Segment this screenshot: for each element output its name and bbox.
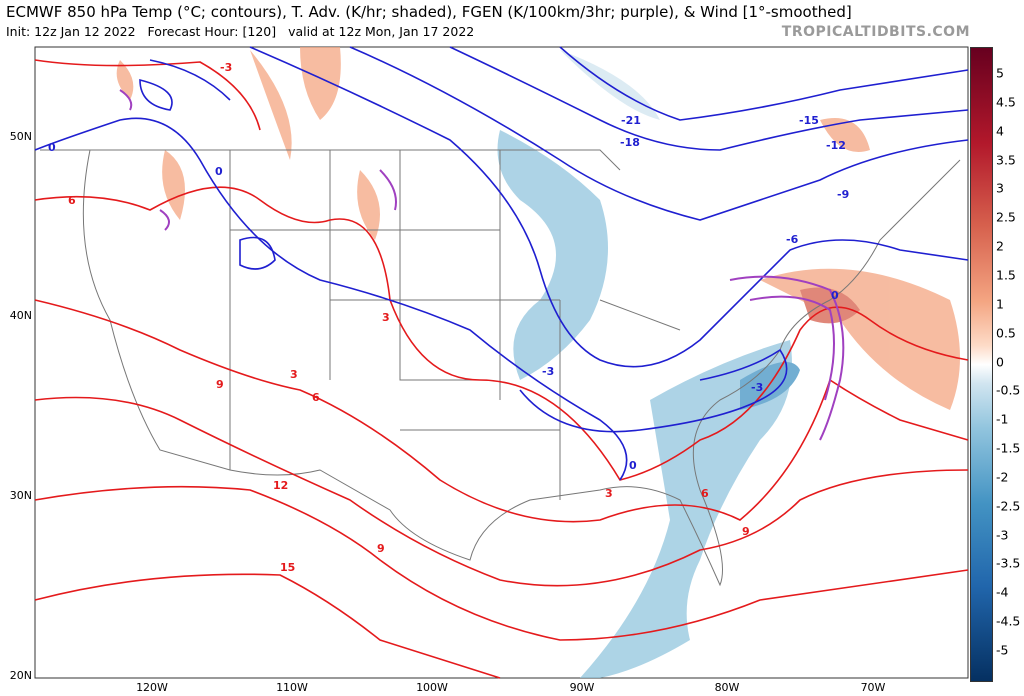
contour-label: -3 — [751, 381, 763, 394]
contour-label: -18 — [620, 136, 640, 149]
lat-label: 30N — [10, 489, 32, 502]
colorbar-tick: 2 — [996, 238, 1004, 254]
valid-time: valid at 12z Mon, Jan 17 2022 — [288, 24, 475, 39]
contour-label: -3 — [220, 61, 232, 74]
contour-labels: -3 0 0 6 -21 -18 -15 -12 -9 -6 3 3 -3 -3… — [48, 61, 849, 574]
title: ECMWF 850 hPa Temp (°C; contours), T. Ad… — [6, 3, 852, 21]
contour-label: -21 — [621, 114, 641, 127]
colorbar-tick: -2.5 — [996, 498, 1021, 514]
lon-labels: 120W 110W 100W 90W 80W 70W — [136, 681, 885, 694]
contour-label: 3 — [290, 368, 298, 381]
contour-label: -15 — [799, 114, 819, 127]
colorbar-tick: -3.5 — [996, 555, 1021, 571]
contour-label: 3 — [382, 311, 390, 324]
lat-label: 40N — [10, 309, 32, 322]
temp-contours-warm — [34, 59, 969, 679]
lon-label: 70W — [861, 681, 886, 694]
contour-label: -6 — [786, 233, 799, 246]
lat-label: 50N — [10, 130, 32, 143]
colorbar-tick: -5 — [996, 642, 1009, 658]
temp-contours-cold — [34, 46, 969, 481]
lon-label: 80W — [715, 681, 740, 694]
contour-label: 9 — [216, 378, 224, 391]
credit: TROPICALTIDBITS.COM — [781, 24, 970, 40]
contour-label: 6 — [312, 391, 320, 404]
lon-label: 100W — [416, 681, 448, 694]
contour-label: 0 — [215, 165, 223, 178]
colorbar-tick: -2 — [996, 469, 1009, 485]
colorbar-tick: -4.5 — [996, 613, 1021, 629]
init: Init: 12z Jan 12 2022 — [6, 24, 136, 39]
subtitle: Init: 12z Jan 12 2022 Forecast Hour: [120… — [6, 24, 486, 39]
contour-label: -3 — [542, 365, 554, 378]
colorbar-tick: 4.5 — [996, 94, 1016, 110]
contour-label: 6 — [68, 194, 76, 207]
colorbar-tick: 0 — [996, 354, 1004, 369]
contour-label: -12 — [826, 139, 846, 152]
colorbar-tick: 1.5 — [996, 267, 1016, 283]
fgen-contours — [119, 89, 845, 441]
forecast-hour: Forecast Hour: [120] — [147, 24, 277, 39]
colorbar-tick: -1 — [996, 411, 1009, 427]
contour-label: 12 — [273, 479, 288, 492]
colorbar-tick: -0.5 — [996, 382, 1021, 398]
colorbar-tick: 3 — [996, 180, 1004, 196]
contour-label: 0 — [831, 289, 839, 302]
colorbar-tick: 2.5 — [996, 209, 1016, 225]
colorbar-tick: 3.5 — [996, 152, 1016, 168]
colorbar-tick: 1 — [996, 296, 1004, 312]
contour-label: 9 — [377, 542, 385, 555]
lon-label: 90W — [570, 681, 595, 694]
colorbar — [970, 47, 993, 682]
colorbar-tick: 0.5 — [996, 325, 1016, 341]
lat-labels: 50N 40N 30N 20N — [10, 130, 32, 682]
contour-label: 0 — [629, 459, 637, 472]
colorbar-tick: -1.5 — [996, 440, 1021, 456]
lat-label: 20N — [10, 669, 32, 682]
colorbar-tick: 4 — [996, 123, 1004, 139]
contour-label: 0 — [48, 141, 56, 154]
colorbar-tick: -4 — [996, 584, 1009, 600]
contour-label: -9 — [837, 188, 849, 201]
contour-label: 6 — [701, 487, 709, 500]
contour-label: 15 — [280, 561, 295, 574]
colorbar-tick: -3 — [996, 527, 1009, 543]
lon-label: 110W — [276, 681, 308, 694]
lon-label: 120W — [136, 681, 168, 694]
contour-label: 9 — [742, 525, 750, 538]
colorbar-tick: 5 — [996, 65, 1004, 81]
contour-label: 3 — [605, 487, 613, 500]
